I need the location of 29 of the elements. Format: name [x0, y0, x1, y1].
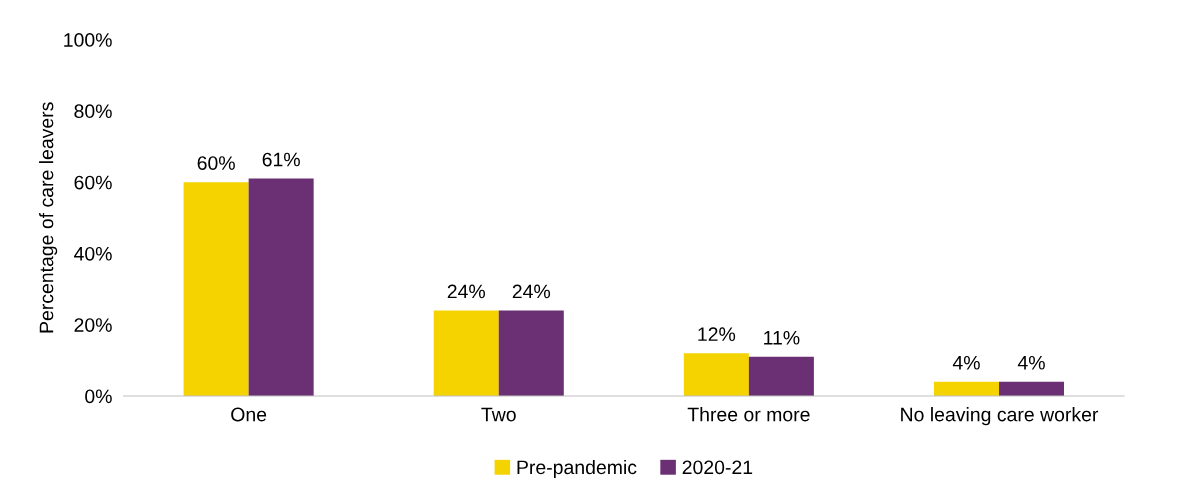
y-tick-label: 40% [74, 246, 112, 261]
legend-label: Pre-pandemic [517, 459, 637, 479]
data-label: 61% [262, 152, 300, 167]
x-tick-label: Two [481, 407, 516, 422]
data-label: 4% [1017, 355, 1045, 370]
bar [748, 356, 814, 396]
data-label: 24% [447, 284, 486, 299]
x-tick-label: Three or more [687, 407, 810, 422]
y-tick-label: 0% [85, 389, 112, 404]
y-tick-label: 60% [74, 175, 112, 190]
bar [498, 310, 564, 396]
data-label: 60% [197, 156, 235, 170]
y-tick-label: 80% [74, 104, 112, 119]
data-label: 11% [764, 330, 800, 345]
bar [183, 182, 249, 396]
bar [433, 310, 499, 396]
y-axis-title: Percentage of care leavers [39, 102, 58, 333]
data-label: 24% [512, 284, 551, 299]
legend-label: 2020-21 [682, 460, 753, 475]
bar [683, 353, 749, 396]
y-tick-label: 20% [74, 318, 112, 332]
y-tick-label: 100% [64, 33, 112, 47]
data-label: 4% [952, 355, 980, 370]
bar [248, 178, 314, 396]
x-tick-label: No leaving care worker [901, 407, 1099, 426]
x-tick-label: One [231, 407, 267, 422]
data-label: 12% [698, 327, 736, 341]
bar [933, 381, 999, 396]
bar [998, 381, 1065, 396]
